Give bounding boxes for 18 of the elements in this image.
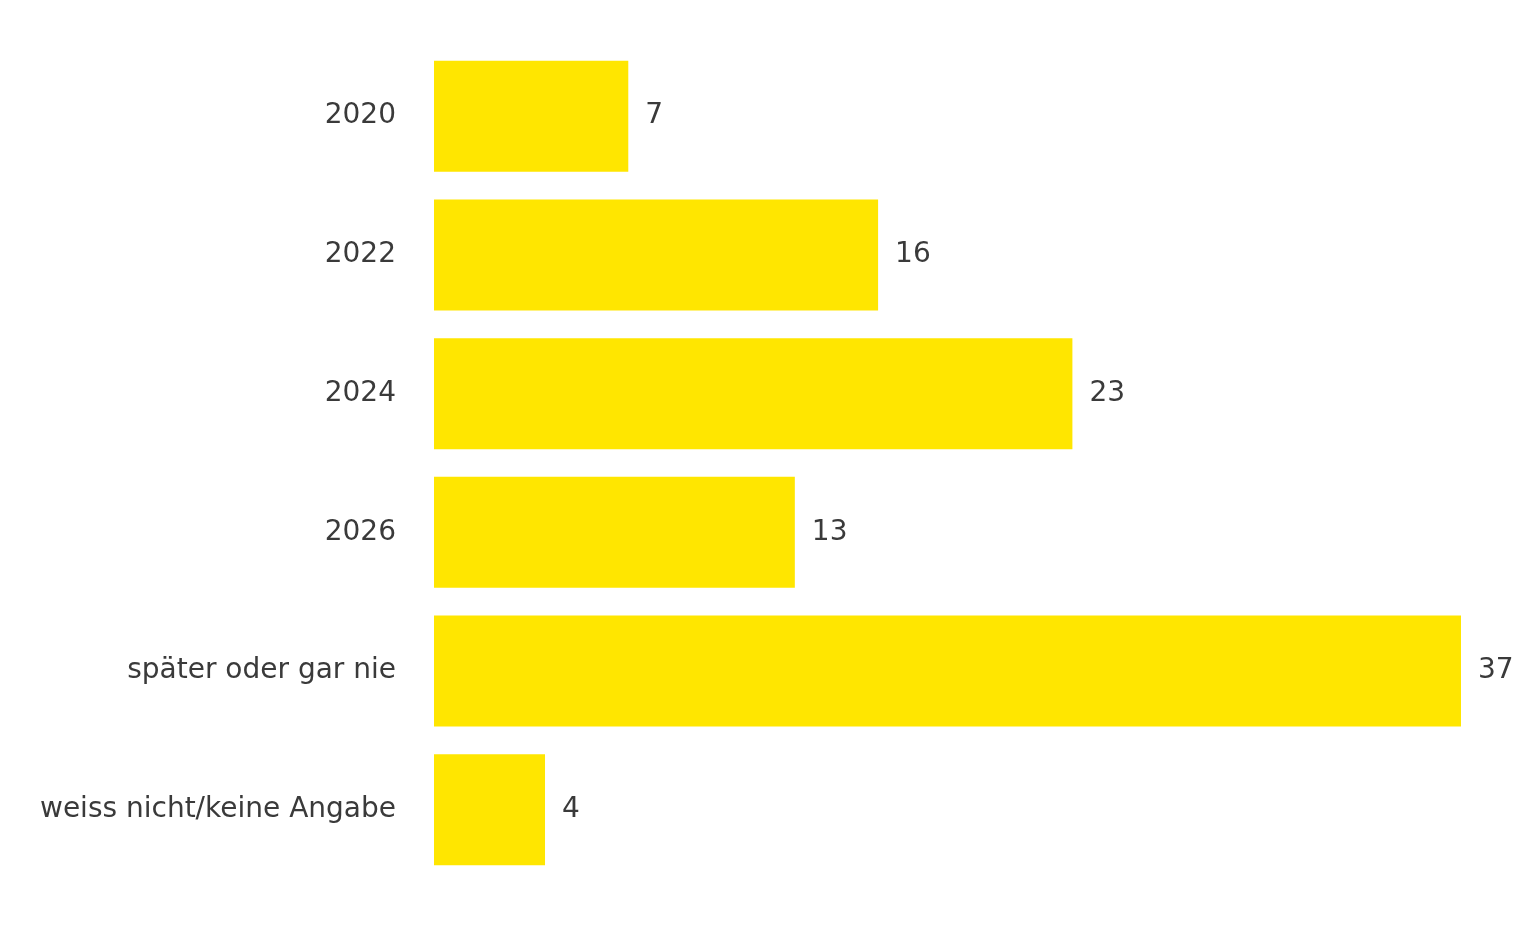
y-tick-label: weiss nicht/keine Angabe bbox=[39, 791, 396, 825]
bar bbox=[433, 338, 1073, 450]
data-label: 4 bbox=[562, 791, 580, 825]
data-label: 13 bbox=[811, 513, 848, 547]
data-label: 7 bbox=[645, 97, 664, 131]
bar bbox=[433, 615, 1461, 727]
y-tick-label: 2024 bbox=[324, 374, 396, 408]
data-label: 23 bbox=[1089, 374, 1126, 408]
y-tick-label: 2022 bbox=[324, 236, 396, 270]
data-label: 37 bbox=[1478, 652, 1514, 686]
y-tick-label: 2020 bbox=[324, 97, 396, 131]
data-label: 16 bbox=[895, 236, 931, 270]
bar bbox=[433, 754, 546, 866]
y-tick-label: später oder gar nie bbox=[127, 652, 396, 686]
bar bbox=[433, 60, 629, 172]
y-tick-label: 2026 bbox=[324, 513, 396, 547]
bar bbox=[433, 476, 795, 588]
bar bbox=[433, 199, 879, 311]
